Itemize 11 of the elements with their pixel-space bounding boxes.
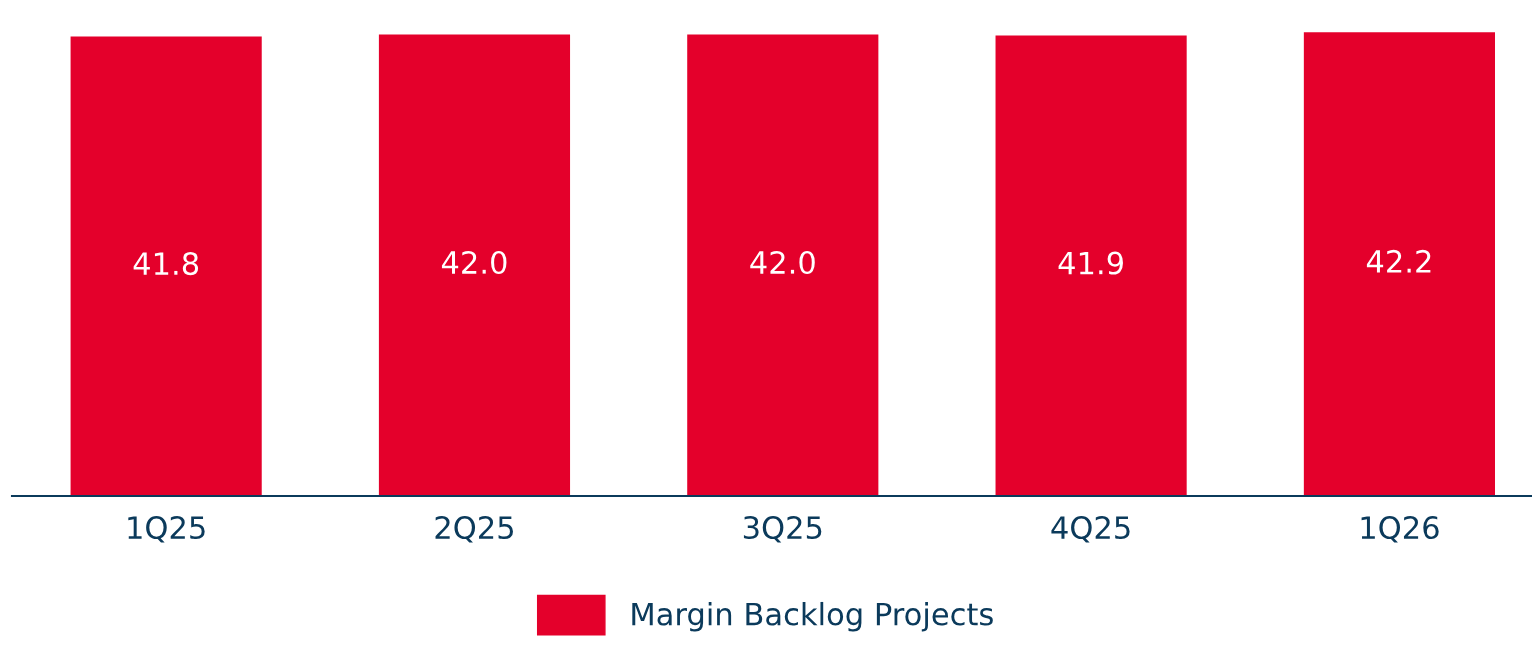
x-tick-label: 2Q25 — [435, 515, 513, 543]
x-tick-label: 1Q26 — [1361, 515, 1439, 543]
data-label: 42.0 — [750, 250, 815, 275]
x-tick-label: 1Q25 — [128, 515, 205, 543]
data-label: 42.2 — [1366, 249, 1431, 273]
data-label: 41.8 — [133, 252, 199, 276]
legend-label: Margin Backlog Projects — [632, 601, 993, 632]
data-label: 41.9 — [1058, 251, 1123, 275]
data-label: 42.0 — [441, 250, 507, 275]
x-tick-label: 4Q25 — [1051, 515, 1130, 543]
x-tick-label: 3Q25 — [743, 515, 822, 543]
